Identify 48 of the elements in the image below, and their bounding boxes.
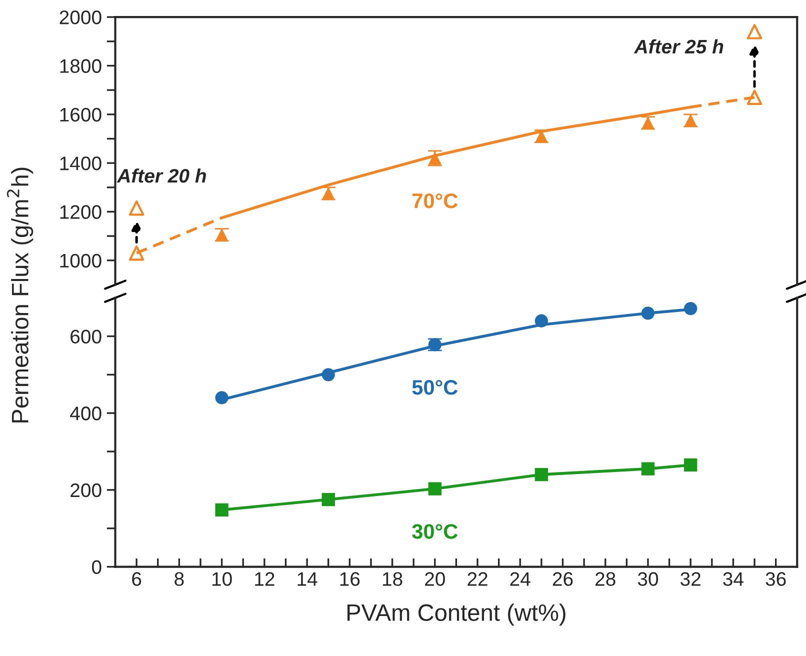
point bbox=[215, 503, 228, 517]
x-tick-label: 24 bbox=[510, 572, 530, 586]
annotation: After 20 h bbox=[116, 168, 206, 183]
point bbox=[534, 314, 548, 328]
x-tick-label: 6 bbox=[132, 572, 142, 586]
point bbox=[746, 24, 762, 40]
point bbox=[215, 391, 228, 404]
y-tick-label: 1000 bbox=[60, 254, 102, 268]
point bbox=[684, 302, 698, 316]
point bbox=[128, 245, 144, 261]
x-tick-label: 36 bbox=[766, 572, 786, 586]
y-tick-label: 1200 bbox=[60, 205, 102, 219]
x-tick-label: 8 bbox=[174, 572, 184, 586]
y-tick-label: 1800 bbox=[60, 59, 102, 73]
x-tick-label: 22 bbox=[468, 572, 488, 586]
x-tick-label: 28 bbox=[596, 572, 616, 586]
point bbox=[534, 468, 548, 482]
annotation: After 25 h bbox=[634, 39, 724, 54]
point bbox=[322, 368, 335, 382]
x-tick-label: 12 bbox=[255, 572, 274, 586]
x-tick-label: 18 bbox=[382, 572, 402, 586]
point bbox=[128, 200, 144, 216]
x-tick-label: 32 bbox=[680, 572, 700, 586]
point bbox=[322, 492, 335, 506]
x-tick-label: 34 bbox=[723, 572, 744, 586]
x-tick-label: 20 bbox=[425, 572, 445, 586]
point bbox=[428, 482, 442, 496]
x-tick-label: 10 bbox=[212, 572, 232, 586]
y-tick-label: 200 bbox=[70, 483, 102, 498]
point bbox=[641, 306, 655, 320]
x-tick-label: 30 bbox=[638, 572, 658, 586]
point bbox=[746, 90, 762, 105]
series-label: 50°C bbox=[412, 380, 458, 395]
y-axis-title: Permeation Flux (g/m$^{2}$h) bbox=[6, 168, 34, 422]
y-tick-label: 600 bbox=[70, 330, 102, 344]
y-tick-label: 1600 bbox=[60, 108, 102, 122]
series-label: 70°C bbox=[412, 193, 458, 208]
series-label: 30°C bbox=[412, 524, 458, 539]
x-tick-label: 26 bbox=[552, 572, 573, 586]
x-tick-label: 14 bbox=[298, 572, 318, 586]
x-tick-label: 16 bbox=[340, 572, 360, 586]
point bbox=[641, 462, 655, 476]
x-axis-title: PVAm Content (wt%) bbox=[347, 604, 566, 626]
y-tick-label: 1400 bbox=[60, 156, 102, 170]
y-tick-label: 2000 bbox=[60, 10, 102, 24]
point bbox=[684, 458, 698, 472]
y-tick-label: 0 bbox=[92, 560, 102, 574]
y-tick-label: 400 bbox=[70, 406, 102, 420]
